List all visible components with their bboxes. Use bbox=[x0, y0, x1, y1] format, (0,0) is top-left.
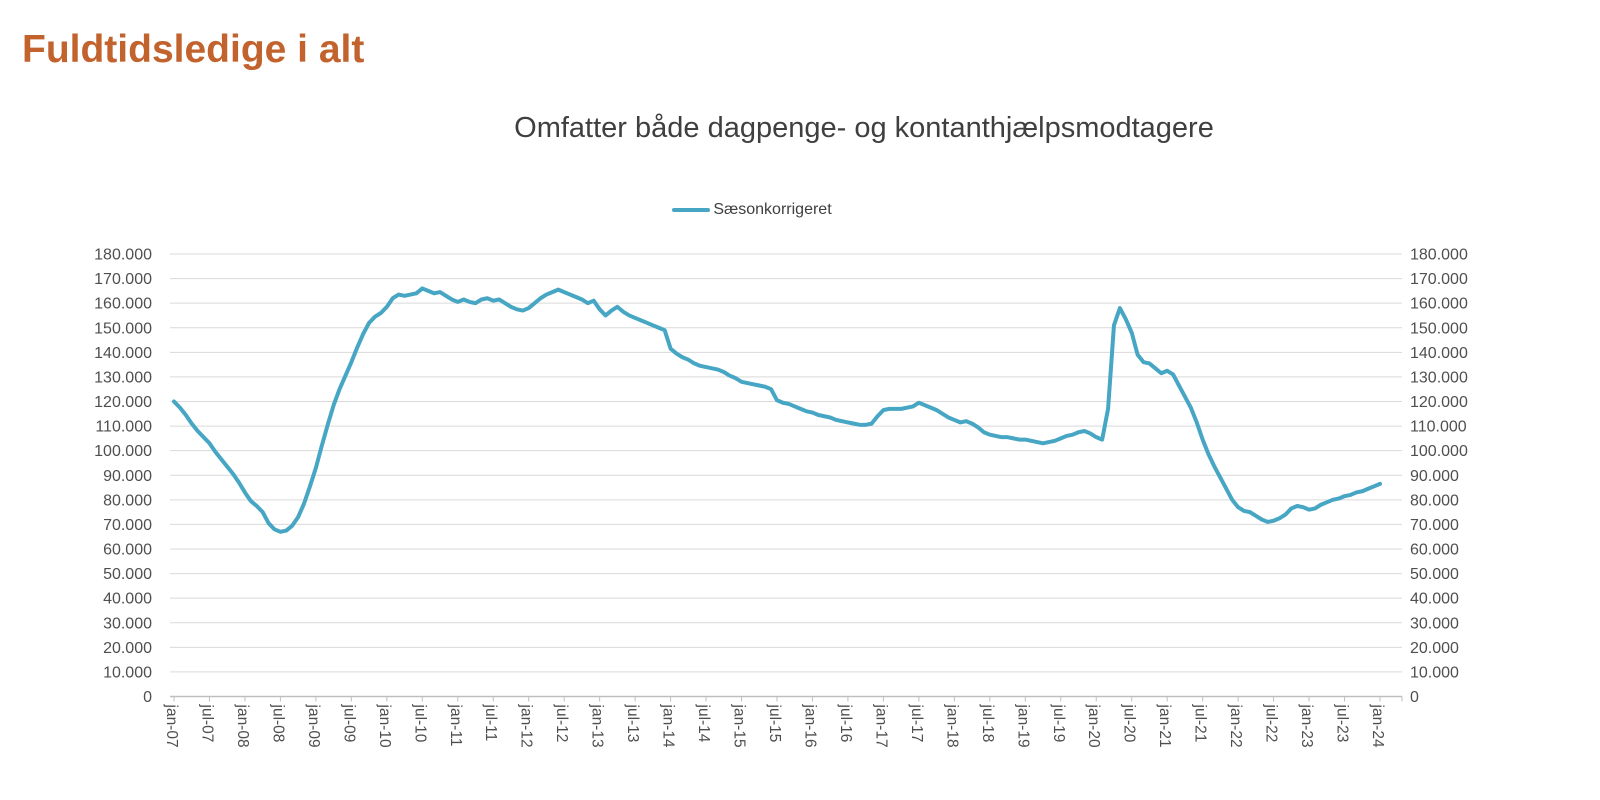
x-tick-label: jan-09 bbox=[305, 704, 322, 748]
x-tick-label: jan-24 bbox=[1369, 704, 1386, 748]
y-tick-label-right: 50.000 bbox=[1410, 566, 1459, 583]
x-tick-label: jan-18 bbox=[943, 704, 960, 748]
y-tick-label-left: 30.000 bbox=[103, 615, 152, 632]
gridlines bbox=[170, 253, 1402, 698]
y-tick-label-left: 10.000 bbox=[103, 664, 152, 681]
x-tick-label: jan-17 bbox=[872, 704, 889, 748]
y-tick-label-right: 100.000 bbox=[1410, 443, 1468, 460]
y-tick-label-right: 110.000 bbox=[1410, 419, 1467, 436]
x-tick-label: jan-10 bbox=[376, 704, 393, 748]
y-tick-label-left: 60.000 bbox=[103, 542, 152, 559]
x-axis-labels: jan-07 jul-07 jan-08 jul-08 jan-09 jul-09 jan-… bbox=[163, 704, 1386, 748]
y-tick-label-right: 80.000 bbox=[1410, 492, 1459, 509]
x-tick-label: jul-10 bbox=[411, 704, 428, 743]
y-tick-label-right: 40.000 bbox=[1410, 591, 1459, 608]
x-tick-label: jul-11 bbox=[482, 704, 499, 742]
y-tick-label-left: 150.000 bbox=[94, 320, 152, 337]
x-tick-label: jul-13 bbox=[624, 704, 641, 743]
x-tick-label: jul-12 bbox=[553, 704, 570, 743]
y-tick-label-left: 50.000 bbox=[103, 566, 152, 583]
y-tick-label-left: 40.000 bbox=[103, 591, 152, 608]
x-tick-label: jul-21 bbox=[1192, 704, 1209, 743]
y-tick-label-left: 130.000 bbox=[94, 369, 152, 386]
x-tick-label: jul-15 bbox=[766, 704, 783, 743]
x-tick-label: jan-12 bbox=[518, 704, 535, 748]
chart-subtitle: Omfatter både dagpenge- og kontanthjælps… bbox=[514, 112, 1214, 144]
x-tick-label: jul-22 bbox=[1263, 704, 1280, 743]
x-tick-label: jan-22 bbox=[1227, 704, 1244, 748]
x-tick-label: jan-08 bbox=[234, 704, 251, 748]
page-title: Fuldtidsledige i alt bbox=[22, 28, 365, 71]
x-tick-label: jan-07 bbox=[163, 704, 180, 748]
y-tick-label-right: 60.000 bbox=[1410, 542, 1459, 559]
y-tick-label-right: 30.000 bbox=[1410, 615, 1459, 632]
y-axis-labels-right: 180.000 170.000 160.000 150.000 140.000 130.0… bbox=[1410, 247, 1468, 707]
legend-label: Sæsonkorrigeret bbox=[713, 201, 832, 218]
y-tick-label-left: 90.000 bbox=[103, 468, 152, 485]
x-tick-label: jan-16 bbox=[801, 704, 818, 748]
x-tick-label: jan-15 bbox=[731, 704, 748, 748]
y-tick-label-right: 130.000 bbox=[1410, 369, 1468, 386]
x-tick-label: jul-17 bbox=[908, 704, 925, 743]
x-tick-label: jan-20 bbox=[1085, 704, 1102, 748]
x-tick-label: jul-14 bbox=[695, 704, 712, 743]
chart-legend: Sæsonkorrigeret bbox=[0, 201, 1552, 219]
legend-line-swatch bbox=[672, 207, 711, 213]
y-tick-label-left: 20.000 bbox=[103, 640, 152, 657]
x-axis-ticks bbox=[173, 696, 1403, 702]
x-tick-label: jan-13 bbox=[589, 704, 606, 748]
x-tick-label: jul-09 bbox=[340, 704, 357, 743]
x-tick-label: jul-18 bbox=[979, 704, 996, 743]
x-tick-label: jul-23 bbox=[1334, 704, 1351, 743]
y-tick-label-right: 170.000 bbox=[1410, 271, 1468, 288]
y-tick-label-left: 170.000 bbox=[94, 271, 152, 288]
y-tick-label-right: 160.000 bbox=[1410, 296, 1468, 313]
y-tick-label-right: 120.000 bbox=[1410, 394, 1468, 411]
y-tick-label-right: 180.000 bbox=[1410, 247, 1468, 264]
y-tick-label-right: 20.000 bbox=[1410, 640, 1459, 657]
x-tick-label: jan-23 bbox=[1298, 704, 1315, 748]
x-tick-label: jul-08 bbox=[269, 704, 286, 743]
y-tick-label-left: 110.000 bbox=[95, 419, 152, 436]
y-tick-label-right: 10.000 bbox=[1410, 664, 1459, 681]
y-tick-label-left: 120.000 bbox=[94, 394, 152, 411]
series-line-saesonkorrigeret bbox=[172, 286, 1382, 534]
y-tick-label-right: 0 bbox=[1410, 689, 1419, 706]
y-tick-label-left: 100.000 bbox=[94, 443, 152, 460]
x-tick-label: jul-19 bbox=[1050, 704, 1067, 743]
y-tick-label-left: 140.000 bbox=[94, 345, 152, 362]
x-tick-label: jul-07 bbox=[198, 704, 215, 743]
x-tick-label: jan-11 bbox=[447, 704, 464, 747]
x-tick-label: jul-16 bbox=[837, 704, 854, 743]
y-tick-label-left: 160.000 bbox=[94, 296, 152, 313]
y-tick-label-right: 150.000 bbox=[1410, 320, 1468, 337]
y-tick-label-left: 180.000 bbox=[94, 247, 152, 264]
y-tick-label-left: 0 bbox=[143, 689, 152, 706]
x-tick-label: jan-14 bbox=[660, 704, 677, 748]
y-tick-label-left: 70.000 bbox=[103, 517, 152, 534]
x-tick-label: jul-20 bbox=[1121, 704, 1138, 743]
x-tick-label: jan-19 bbox=[1014, 704, 1031, 748]
y-tick-label-right: 140.000 bbox=[1410, 345, 1468, 362]
y-tick-label-left: 80.000 bbox=[103, 492, 152, 509]
y-axis-labels-left: 180.000 170.000 160.000 150.000 140.000 130.0… bbox=[94, 247, 152, 707]
x-tick-label: jan-21 bbox=[1156, 704, 1173, 748]
y-tick-label-right: 90.000 bbox=[1410, 468, 1459, 485]
y-tick-label-right: 70.000 bbox=[1410, 517, 1459, 534]
